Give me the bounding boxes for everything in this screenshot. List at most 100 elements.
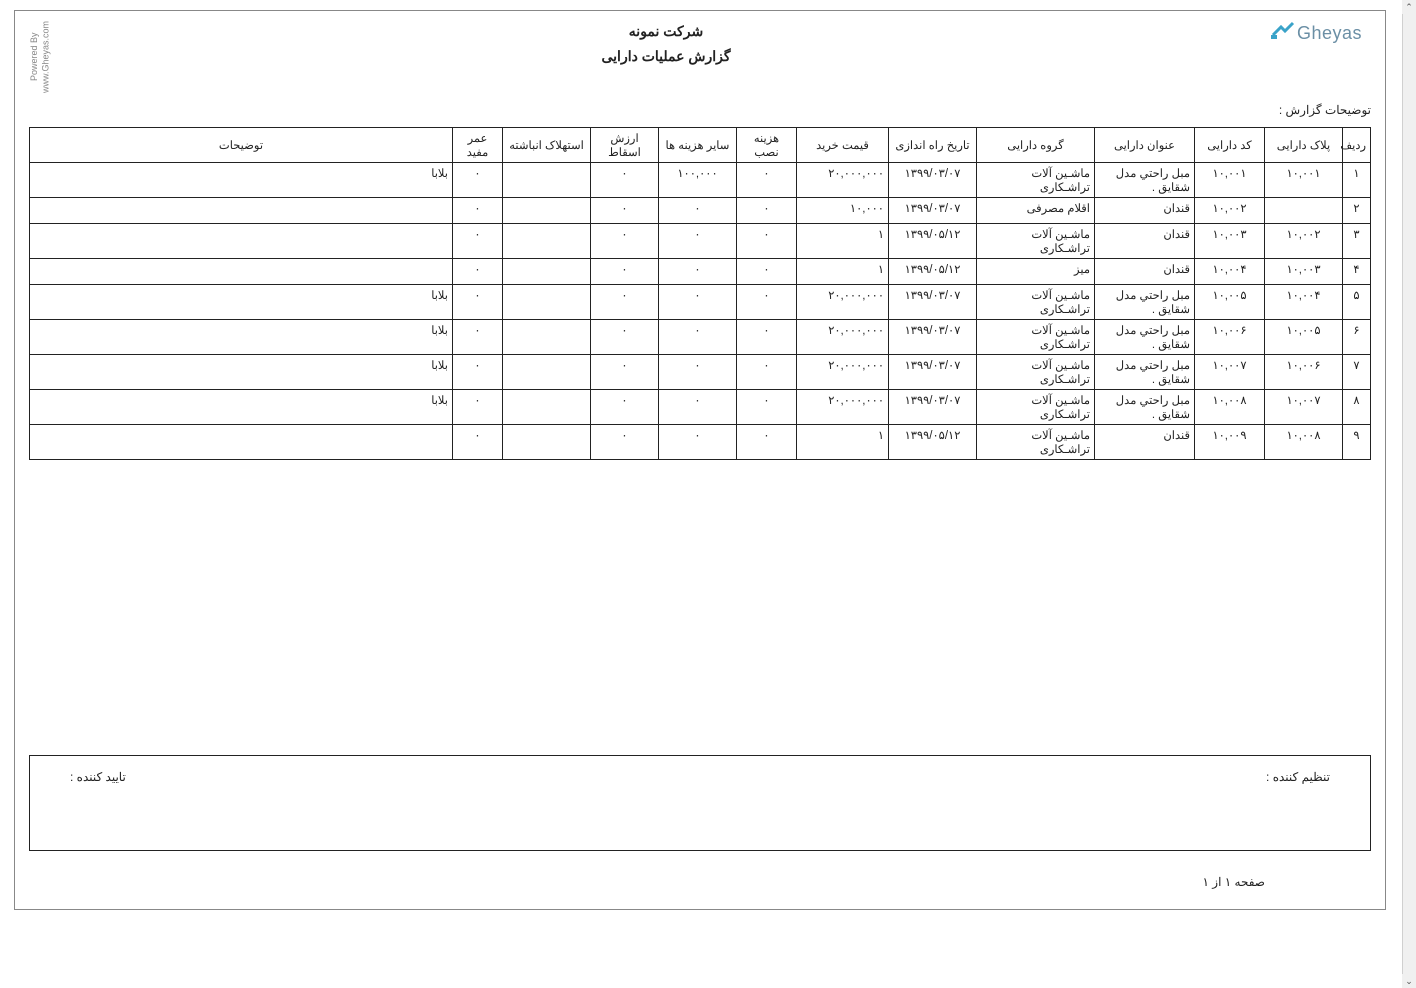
logo-icon (1271, 21, 1297, 44)
col-header-group: گروه دارایی (977, 128, 1095, 163)
table-row: ۴۱۰,۰۰۳۱۰,۰۰۴قندانمیز۱۳۹۹/۰۵/۱۲۱۰۰۰۰ (30, 259, 1371, 285)
report-page: Gheyas شرکت نمونه گزارش عملیات دارایی Po… (14, 10, 1386, 910)
cell-start_date: ۱۳۹۹/۰۵/۱۲ (889, 224, 977, 259)
cell-group: ماشـین آلات تراشـکاری (977, 320, 1095, 355)
cell-acc_dep (503, 163, 591, 198)
cell-title: قندان (1095, 198, 1195, 224)
cell-code: ۱۰,۰۰۱ (1195, 163, 1265, 198)
cell-price: ۱ (797, 259, 889, 285)
cell-group: ماشـین آلات تراشـکاری (977, 425, 1095, 460)
cell-start_date: ۱۳۹۹/۰۵/۱۲ (889, 259, 977, 285)
cell-scrap: ۰ (591, 285, 659, 320)
col-header-plaque: پلاک دارایی (1265, 128, 1343, 163)
cell-install_cost: ۰ (737, 285, 797, 320)
cell-plaque (1265, 198, 1343, 224)
cell-useful: ۰ (453, 198, 503, 224)
cell-code: ۱۰,۰۰۴ (1195, 259, 1265, 285)
col-header-start_date: تاریخ راه اندازی (889, 128, 977, 163)
cell-acc_dep (503, 425, 591, 460)
cell-useful: ۰ (453, 259, 503, 285)
col-header-acc_dep: استهلاک انباشته (503, 128, 591, 163)
col-header-other_cost: سایر هزینه ها (659, 128, 737, 163)
col-header-notes: توضیحات (30, 128, 453, 163)
col-header-row: ردیف (1343, 128, 1371, 163)
cell-title: مبل راحتي مدل شقايق . (1095, 163, 1195, 198)
cell-plaque: ۱۰,۰۰۴ (1265, 285, 1343, 320)
cell-scrap: ۰ (591, 198, 659, 224)
signature-box: تنظیم کننده : تایید کننده : (29, 755, 1371, 851)
cell-row: ۱ (1343, 163, 1371, 198)
cell-start_date: ۱۳۹۹/۰۳/۰۷ (889, 163, 977, 198)
cell-row: ۸ (1343, 390, 1371, 425)
cell-price: ۲۰,۰۰۰,۰۰۰ (797, 285, 889, 320)
report-desc-label: توضیحات گزارش : (15, 97, 1385, 127)
cell-start_date: ۱۳۹۹/۰۳/۰۷ (889, 198, 977, 224)
cell-plaque: ۱۰,۰۰۳ (1265, 259, 1343, 285)
header-titles: شرکت نمونه گزارش عملیات دارایی (61, 21, 1271, 65)
cell-code: ۱۰,۰۰۸ (1195, 390, 1265, 425)
cell-group: ماشـین آلات تراشـکاری (977, 390, 1095, 425)
logo-block: Gheyas (1271, 21, 1371, 44)
cell-plaque: ۱۰,۰۰۷ (1265, 390, 1343, 425)
scroll-up-icon[interactable]: ⌃ (1402, 0, 1416, 14)
cell-row: ۴ (1343, 259, 1371, 285)
cell-code: ۱۰,۰۰۷ (1195, 355, 1265, 390)
approver-label: تایید کننده : (70, 770, 126, 836)
cell-scrap: ۰ (591, 425, 659, 460)
cell-notes: بلابا (30, 390, 453, 425)
cell-notes: بلابا (30, 163, 453, 198)
cell-install_cost: ۰ (737, 320, 797, 355)
cell-title: قندان (1095, 425, 1195, 460)
cell-row: ۷ (1343, 355, 1371, 390)
col-header-code: کد دارایی (1195, 128, 1265, 163)
scroll-down-icon[interactable]: ⌄ (1402, 974, 1416, 988)
cell-group: ماشـین آلات تراشـکاری (977, 163, 1095, 198)
cell-install_cost: ۰ (737, 163, 797, 198)
cell-install_cost: ۰ (737, 390, 797, 425)
cell-other_cost: ۰ (659, 390, 737, 425)
cell-other_cost: ۰ (659, 198, 737, 224)
table-header-row: ردیفپلاک داراییکد داراییعنوان داراییگروه… (30, 128, 1371, 163)
cell-acc_dep (503, 198, 591, 224)
cell-code: ۱۰,۰۰۳ (1195, 224, 1265, 259)
cell-plaque: ۱۰,۰۰۸ (1265, 425, 1343, 460)
cell-code: ۱۰,۰۰۹ (1195, 425, 1265, 460)
cell-code: ۱۰,۰۰۵ (1195, 285, 1265, 320)
cell-scrap: ۰ (591, 259, 659, 285)
table-row: ۸۱۰,۰۰۷۱۰,۰۰۸مبل راحتي مدل شقايق .ماشـین… (30, 390, 1371, 425)
cell-notes: بلابا (30, 320, 453, 355)
cell-title: مبل راحتي مدل شقايق . (1095, 285, 1195, 320)
cell-row: ۹ (1343, 425, 1371, 460)
cell-plaque: ۱۰,۰۰۲ (1265, 224, 1343, 259)
cell-title: قندان (1095, 259, 1195, 285)
cell-code: ۱۰,۰۰۲ (1195, 198, 1265, 224)
powered-line2: www.Gheyas.com (41, 21, 51, 93)
vertical-scrollbar[interactable]: ⌃ ⌄ (1402, 0, 1416, 988)
table-row: ۱۱۰,۰۰۱۱۰,۰۰۱مبل راحتي مدل شقايق .ماشـین… (30, 163, 1371, 198)
cell-start_date: ۱۳۹۹/۰۳/۰۷ (889, 390, 977, 425)
table-row: ۳۱۰,۰۰۲۱۰,۰۰۳قندانماشـین آلات تراشـکاری۱… (30, 224, 1371, 259)
powered-line1: Powered By (29, 33, 39, 82)
cell-start_date: ۱۳۹۹/۰۳/۰۷ (889, 320, 977, 355)
cell-notes (30, 425, 453, 460)
preparer-label: تنظیم کننده : (1266, 770, 1330, 836)
cell-price: ۲۰,۰۰۰,۰۰۰ (797, 320, 889, 355)
company-name: شرکت نمونه (61, 23, 1271, 40)
cell-install_cost: ۰ (737, 425, 797, 460)
cell-title: قندان (1095, 224, 1195, 259)
cell-other_cost: ۰ (659, 425, 737, 460)
cell-other_cost: ۰ (659, 259, 737, 285)
cell-group: اقلام مصرفی (977, 198, 1095, 224)
cell-notes (30, 224, 453, 259)
cell-useful: ۰ (453, 163, 503, 198)
cell-acc_dep (503, 355, 591, 390)
cell-row: ۳ (1343, 224, 1371, 259)
cell-price: ۲۰,۰۰۰,۰۰۰ (797, 390, 889, 425)
cell-install_cost: ۰ (737, 198, 797, 224)
col-header-price: قیمت خرید (797, 128, 889, 163)
asset-table: ردیفپلاک داراییکد داراییعنوان داراییگروه… (29, 127, 1371, 460)
cell-group: ماشـین آلات تراشـکاری (977, 355, 1095, 390)
table-row: ۶۱۰,۰۰۵۱۰,۰۰۶مبل راحتي مدل شقايق .ماشـین… (30, 320, 1371, 355)
cell-price: ۱ (797, 224, 889, 259)
cell-useful: ۰ (453, 320, 503, 355)
